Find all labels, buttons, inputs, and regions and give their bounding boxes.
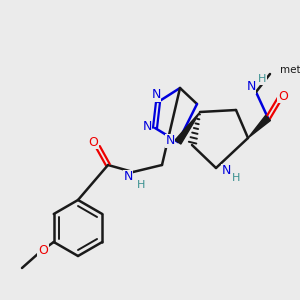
Text: N: N <box>165 134 175 148</box>
Text: N: N <box>246 80 256 94</box>
Text: N: N <box>123 170 133 184</box>
Text: O: O <box>278 89 288 103</box>
Text: O: O <box>88 136 98 148</box>
Text: N: N <box>142 121 152 134</box>
Text: N: N <box>151 88 161 101</box>
Text: H: H <box>258 74 266 84</box>
Text: N: N <box>221 164 231 178</box>
Text: H: H <box>137 180 145 190</box>
Text: H: H <box>232 173 240 183</box>
Text: O: O <box>38 244 48 257</box>
Polygon shape <box>175 112 200 144</box>
Text: methyl: methyl <box>280 65 300 75</box>
Polygon shape <box>248 116 271 138</box>
